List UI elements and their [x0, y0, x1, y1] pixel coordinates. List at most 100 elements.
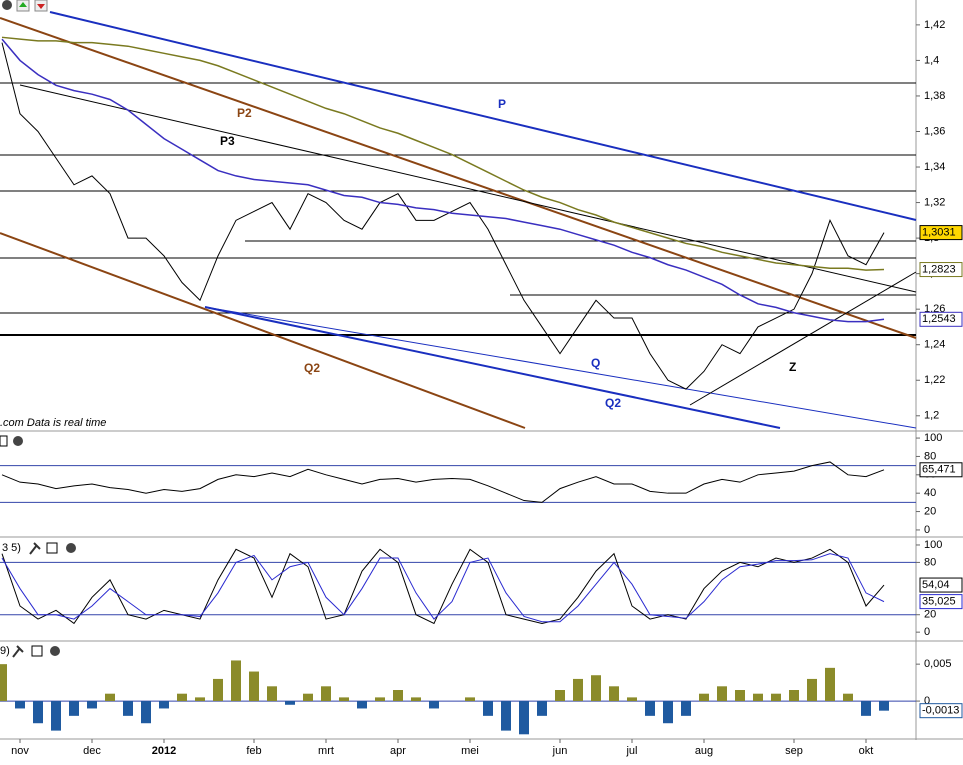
bar [69, 701, 79, 716]
bar [519, 701, 529, 735]
y-tick-label: 1,22 [924, 374, 945, 386]
bar [753, 693, 763, 702]
bar [321, 686, 331, 702]
bar [537, 701, 547, 716]
window-icon[interactable] [31, 645, 43, 657]
bar [195, 697, 205, 702]
value-label: 35,025 [922, 596, 956, 608]
bar [429, 701, 439, 709]
bar [627, 697, 637, 702]
settings-icon[interactable] [12, 645, 24, 658]
y-tick-label: 0 [924, 695, 930, 707]
up-arrow [19, 2, 27, 7]
x-tick-label: jul [625, 745, 637, 757]
bar [393, 690, 403, 702]
bar [591, 675, 601, 702]
annotation: P [498, 97, 506, 111]
note: .com Data is real time [0, 417, 106, 429]
panel-label: 9) [0, 645, 10, 657]
bar [609, 686, 619, 702]
x-tick-label: jun [552, 745, 568, 757]
y-tick-label: 1,36 [924, 125, 945, 137]
bar [843, 693, 853, 702]
settings-icon[interactable] [29, 542, 41, 555]
y-tick-label: 80 [924, 556, 936, 568]
bar [15, 701, 25, 709]
x-tick-label: mei [461, 745, 479, 757]
trendline-p2 [0, 17, 917, 339]
y-tick-label: 1,34 [924, 161, 945, 173]
bar [357, 701, 367, 709]
bar [231, 660, 241, 702]
bar [789, 690, 799, 702]
y-tick-label: 0,005 [924, 658, 952, 670]
drawn-lines [0, 82, 916, 336]
trendline-q2 [0, 232, 526, 429]
trendline-z [689, 271, 917, 406]
value-label: 1,2543 [922, 313, 956, 325]
y-tick-label: 40 [924, 487, 936, 499]
value-label: 65,471 [922, 464, 956, 476]
bar [717, 686, 727, 702]
annotation: Z [789, 360, 796, 374]
value-label-box [919, 577, 963, 593]
bar [663, 701, 673, 724]
annotation: P3 [220, 134, 235, 148]
y-tick-label: 1,32 [924, 196, 945, 208]
bar [861, 701, 871, 716]
bar [0, 664, 7, 702]
close-icon[interactable] [50, 646, 60, 656]
close-icon[interactable] [66, 543, 76, 553]
value-label-box [919, 594, 963, 610]
bar [681, 701, 691, 716]
series-line [1, 461, 885, 503]
y-tick-label: 100 [924, 539, 942, 551]
x-tick-label: sep [785, 745, 803, 757]
x-tick-label: 2012 [152, 745, 176, 757]
close-icon[interactable] [13, 436, 23, 446]
bar [573, 678, 583, 702]
bar [267, 686, 277, 702]
bar [483, 701, 493, 716]
bar [177, 693, 187, 702]
x-tick-label: dec [83, 745, 101, 757]
window-icon[interactable] [46, 542, 58, 554]
bar [699, 693, 709, 702]
bar [105, 693, 115, 702]
toolbar: 3 5) 9) [0, 0, 76, 658]
y-tick-label: 20 [924, 505, 936, 517]
annotation: Q2 [304, 361, 320, 375]
bar [339, 697, 349, 702]
bar [33, 701, 43, 724]
x-tick-label: apr [390, 745, 406, 757]
value-label-box [919, 225, 963, 241]
window-icon[interactable] [0, 435, 8, 447]
x-tick-label: nov [11, 745, 29, 757]
bar [879, 701, 889, 711]
y-tick-label: 1,2 [924, 410, 939, 422]
bar [501, 701, 511, 731]
bar [285, 701, 295, 705]
y-tick-label: 20 [924, 609, 936, 621]
value-label: 1,2823 [922, 263, 956, 275]
y-tick-label: 0 [924, 626, 930, 638]
bar [465, 697, 475, 702]
y-tick-label: 1,38 [924, 90, 945, 102]
value-label-box [919, 262, 963, 278]
bar [87, 701, 97, 709]
value-label-box [919, 703, 963, 719]
x-tick-label: mrt [318, 745, 334, 757]
series-line [1, 42, 885, 390]
series-line [1, 553, 885, 623]
bar [771, 693, 781, 702]
series-line [1, 38, 885, 323]
trendline-q-thin [204, 306, 917, 429]
x-tick-label: aug [695, 745, 713, 757]
close-icon[interactable] [2, 0, 12, 10]
x-tick-label: feb [246, 745, 261, 757]
value-label: 1,3031 [922, 226, 956, 238]
bar [123, 701, 133, 716]
